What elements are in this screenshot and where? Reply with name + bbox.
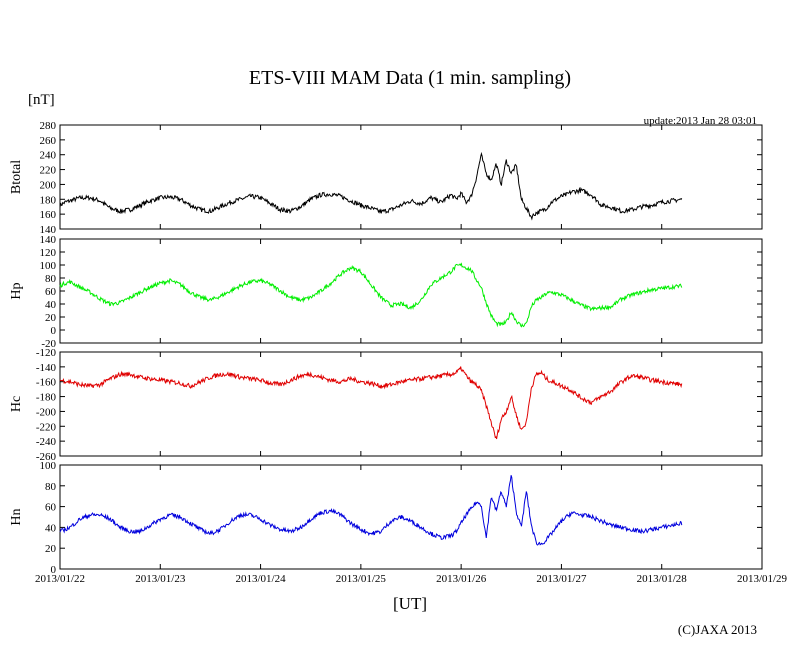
update-timestamp: update:2013 Jan 28 03:01 — [644, 115, 757, 127]
panels-group: 280260240220200180160140Btotal1401201008… — [9, 120, 763, 576]
panel-frame — [59, 351, 763, 457]
y-tick-label: 140 — [40, 224, 57, 236]
y-tick-label: 80 — [45, 273, 57, 285]
y-tick-label: 280 — [40, 120, 57, 132]
y-axis-label: Hc — [9, 396, 24, 412]
y-tick-label: -240 — [36, 436, 57, 448]
y-tick-label: -120 — [36, 347, 57, 359]
y-tick-label: -200 — [36, 406, 57, 418]
panel-frame — [59, 124, 763, 230]
chart-title: ETS-VIII MAM Data (1 min. sampling) — [249, 67, 571, 89]
y-tick-label: 0 — [51, 325, 57, 337]
y-tick-label: 200 — [40, 179, 57, 191]
y-tick-label: 240 — [40, 150, 57, 162]
series-line-btotal — [59, 151, 683, 221]
unit-label: [nT] — [28, 92, 55, 108]
y-tick-label: 220 — [40, 165, 57, 177]
y-tick-label: 80 — [45, 481, 57, 493]
panel-frame — [59, 238, 763, 344]
x-tick-label: 2013/01/24 — [236, 573, 287, 585]
panel-btotal: 280 260 240 220 200 180 160 140 Btotal — [9, 120, 763, 236]
panel-frame — [59, 464, 763, 570]
series-line-hn — [59, 475, 683, 546]
x-tick-label: 2013/01/26 — [436, 573, 487, 585]
x-axis-label: [UT] — [393, 594, 427, 613]
y-tick-label: 260 — [40, 135, 57, 147]
x-tick-label: 2013/01/27 — [536, 573, 587, 585]
y-tick-label: 40 — [45, 522, 57, 534]
copyright-text: (C)JAXA 2013 — [678, 622, 757, 637]
series-line-hp — [59, 262, 683, 328]
y-tick-label: 100 — [40, 260, 57, 272]
x-tick-label: 2013/01/29 — [737, 573, 788, 585]
y-axis-label: Btotal — [9, 160, 24, 194]
y-tick-label: 60 — [45, 502, 57, 514]
x-tick-label: 2013/01/23 — [135, 573, 186, 585]
y-tick-label: 100 — [40, 460, 57, 472]
y-axis-label: Hp — [9, 282, 24, 299]
y-tick-label: 40 — [45, 299, 57, 311]
x-axis-ticks: 2013/01/22 2013/01/23 2013/01/24 2013/01/25… — [35, 573, 788, 585]
y-tick-label: 120 — [40, 247, 57, 259]
x-tick-label: 2013/01/28 — [637, 573, 688, 585]
x-tick-label: 2013/01/25 — [336, 573, 387, 585]
y-tick-label: -260 — [36, 451, 57, 463]
y-tick-label: 140 — [40, 234, 57, 246]
y-tick-label: 160 — [40, 209, 57, 221]
series-line-hc — [59, 366, 683, 440]
y-tick-label: -160 — [36, 377, 57, 389]
x-tick-label: 2013/01/22 — [35, 573, 85, 585]
y-tick-label: -20 — [41, 338, 56, 350]
y-tick-label: -220 — [36, 421, 57, 433]
y-tick-label: -140 — [36, 362, 57, 374]
y-tick-label: 0 — [51, 564, 57, 576]
y-tick-label: 20 — [45, 312, 57, 324]
y-tick-label: 20 — [45, 543, 57, 555]
y-tick-label: 180 — [40, 194, 57, 206]
y-axis-label: Hn — [9, 508, 24, 525]
y-tick-label: -180 — [36, 392, 57, 404]
panel-hn: 100 80 60 40 20 0 Hn — [9, 460, 763, 576]
panel-hc: -120 -140 -160 -180 -200 -220 -240 -260 Hc — [9, 347, 763, 463]
y-tick-label: 60 — [45, 286, 57, 298]
